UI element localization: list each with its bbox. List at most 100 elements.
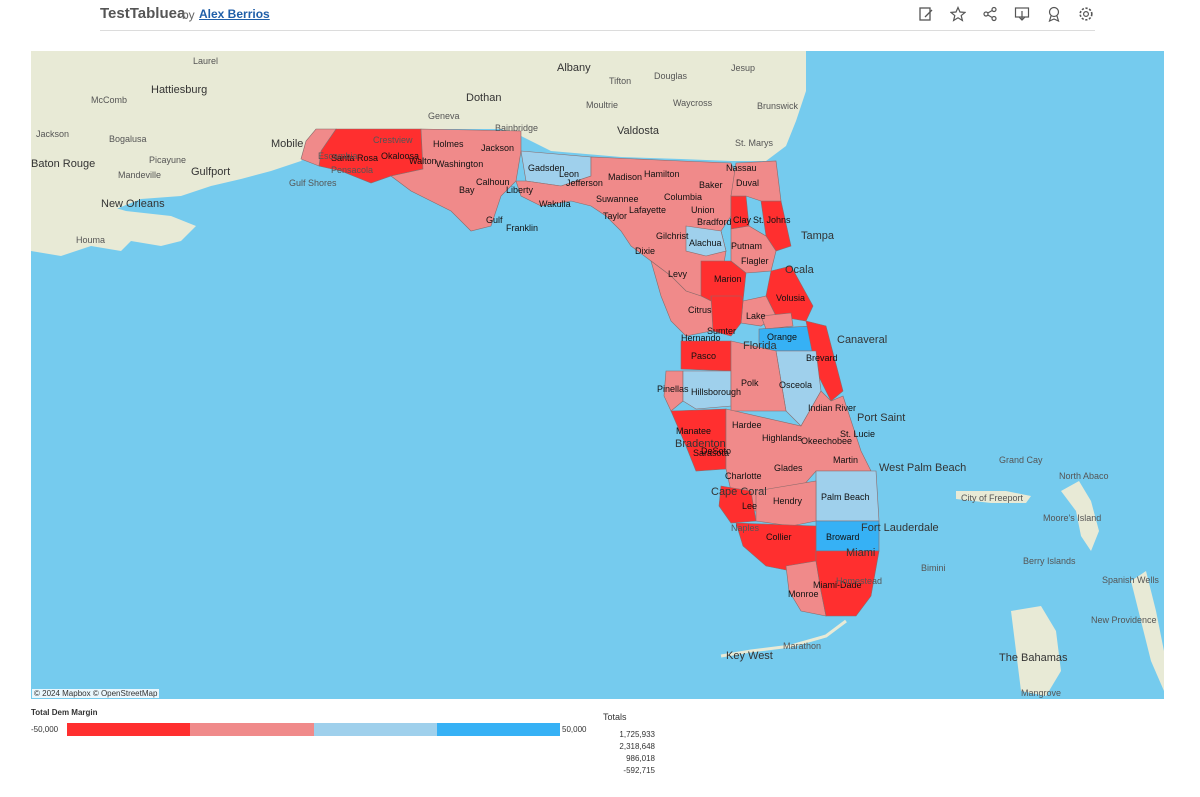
svg-text:Alachua: Alachua [689,238,722,248]
county-duval-nassau[interactable] [730,160,782,202]
svg-text:Manatee: Manatee [676,426,711,436]
svg-text:Jefferson: Jefferson [566,178,603,188]
map-attribution[interactable]: © 2024 Mapbox © OpenStreetMap [32,689,160,698]
svg-text:Fort Lauderdale: Fort Lauderdale [861,522,939,534]
svg-text:Bay: Bay [459,185,475,195]
svg-text:Tampa: Tampa [801,230,835,242]
county-alachua[interactable] [685,225,727,257]
svg-text:Jackson: Jackson [36,129,69,139]
svg-text:Berry Islands: Berry Islands [1023,556,1076,566]
author-link[interactable]: Alex Berrios [199,7,270,21]
totals-value: 1,725,933 [619,730,655,739]
download-icon[interactable] [1013,5,1031,23]
svg-text:Gulf: Gulf [486,215,503,225]
svg-text:Homestead: Homestead [836,576,882,586]
county-seminole[interactable] [760,312,794,330]
legend-swatch-strong-rep [67,723,191,736]
svg-text:Wakulla: Wakulla [539,199,571,209]
svg-text:Florida: Florida [743,340,778,352]
county-hendry[interactable] [755,480,817,527]
svg-text:Ocala: Ocala [785,264,815,276]
svg-text:West Palm Beach: West Palm Beach [879,462,966,474]
svg-text:Osceola: Osceola [779,380,812,390]
svg-text:Santa Rosa: Santa Rosa [331,153,378,163]
county-panhandle-west[interactable] [300,128,337,167]
svg-text:Bradenton: Bradenton [675,438,726,450]
svg-text:Pensacola: Pensacola [331,165,373,175]
svg-text:Martin: Martin [833,455,858,465]
svg-text:Lake: Lake [746,311,766,321]
svg-text:The Bahamas: The Bahamas [999,652,1068,664]
svg-text:Madison: Madison [608,172,642,182]
svg-text:Laurel: Laurel [193,56,218,66]
settings-icon[interactable] [1077,5,1095,23]
county-pinellas[interactable] [663,370,684,412]
svg-text:Sarasota: Sarasota [693,448,729,458]
svg-text:St. Johns: St. Johns [753,215,791,225]
badge-icon[interactable] [1045,5,1063,23]
county-miami-dade[interactable] [815,550,880,617]
svg-text:Brunswick: Brunswick [757,101,799,111]
svg-text:Albany: Albany [557,62,591,74]
svg-text:Hardee: Hardee [732,420,762,430]
svg-text:Citrus: Citrus [688,305,712,315]
svg-text:Lee: Lee [742,501,757,511]
svg-text:Clay: Clay [733,215,752,225]
svg-text:Spanish Wells: Spanish Wells [1102,575,1159,585]
legend-swatch-lean-dem [313,723,437,736]
svg-text:City of Freeport: City of Freeport [961,493,1024,503]
svg-text:Gulfport: Gulfport [191,166,230,178]
florida-counties[interactable] [300,128,880,617]
svg-text:Highlands: Highlands [762,433,803,443]
county-polk[interactable] [730,340,787,412]
legend-swatch-strong-dem [436,723,560,736]
svg-text:Bogalusa: Bogalusa [109,134,147,144]
svg-text:Collier: Collier [766,532,792,542]
svg-text:Tifton: Tifton [609,76,631,86]
totals-value: -592,715 [623,766,655,775]
svg-text:Levy: Levy [668,269,688,279]
svg-text:Houma: Houma [76,235,105,245]
workbook-title: TestTabluea [100,5,186,22]
svg-text:DeSoto: DeSoto [701,446,731,456]
svg-text:Gilchrist: Gilchrist [656,231,689,241]
map-canvas[interactable]: Santa Rosa Okaloosa Holmes Jackson Walto… [31,51,1164,699]
svg-text:Putnam: Putnam [731,241,762,251]
share-icon[interactable] [981,5,999,23]
svg-text:Miami: Miami [846,547,875,559]
svg-text:Liberty: Liberty [506,185,534,195]
svg-text:Jesup: Jesup [731,63,755,73]
svg-text:St. Marys: St. Marys [735,138,774,148]
legend-max-label: 50,000 [562,725,587,734]
svg-text:Moore's Island: Moore's Island [1043,513,1101,523]
county-lee[interactable] [718,485,757,524]
county-manatee-sarasota[interactable] [670,408,727,472]
edit-icon[interactable] [917,5,935,23]
svg-text:Franklin: Franklin [506,223,538,233]
totals-panel: Totals 1,725,933 2,318,648 986,018 -592,… [603,712,655,777]
svg-text:Monroe: Monroe [788,589,819,599]
svg-text:Gadsden: Gadsden [528,163,565,173]
county-labels: Santa Rosa Okaloosa Holmes Jackson Walto… [331,139,875,599]
svg-text:Key West: Key West [726,650,773,662]
legend-swatch-lean-rep [190,723,314,736]
svg-text:Duval: Duval [736,178,759,188]
county-sumter[interactable] [710,295,744,337]
svg-text:Taylor: Taylor [603,211,627,221]
svg-text:Broward: Broward [826,532,860,542]
svg-text:Pasco: Pasco [691,351,716,361]
choropleth-map[interactable]: Santa Rosa Okaloosa Holmes Jackson Walto… [31,51,1164,699]
svg-text:Flagler: Flagler [741,256,769,266]
svg-text:New Orleans: New Orleans [101,198,165,210]
svg-text:Naples: Naples [731,523,760,533]
svg-text:Waycross: Waycross [673,98,713,108]
svg-text:Hernando: Hernando [681,333,721,343]
svg-text:Miami-Dade: Miami-Dade [813,580,862,590]
county-hillsborough[interactable] [682,370,732,410]
legend-color-bar [67,723,560,736]
star-icon[interactable] [949,5,967,23]
svg-text:Baker: Baker [699,180,723,190]
svg-text:New Providence: New Providence [1091,615,1157,625]
svg-text:Marion: Marion [714,274,742,284]
by-label: by [182,8,195,22]
